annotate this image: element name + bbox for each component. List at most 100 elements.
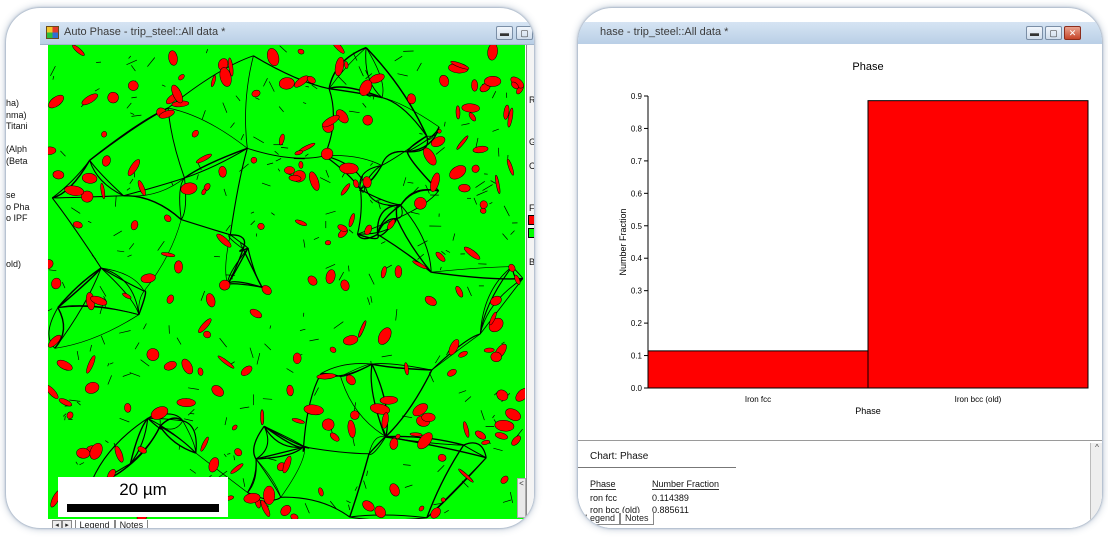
fcc-grain xyxy=(228,57,234,77)
grain-boundary xyxy=(352,52,358,61)
maximize-button[interactable]: ▢ xyxy=(516,26,533,40)
grain-boundary xyxy=(123,177,185,197)
fcc-grain xyxy=(128,80,139,91)
tab-notes[interactable]: Notes xyxy=(114,520,149,528)
fcc-grain xyxy=(178,74,185,81)
fcc-grain xyxy=(211,75,216,88)
grain-boundary xyxy=(492,414,495,419)
fcc-grain xyxy=(163,361,177,371)
fcc-grain xyxy=(395,434,401,439)
grain-boundary xyxy=(325,263,336,269)
grain-boundary xyxy=(396,218,432,273)
tree-item[interactable] xyxy=(6,179,40,191)
left-bottom-tabs: ◂ ▸ Legend Notes xyxy=(52,520,149,528)
tab-legend[interactable]: Legend xyxy=(74,520,115,528)
fcc-grain xyxy=(458,351,468,358)
grain-boundary xyxy=(143,323,147,330)
fcc-grain xyxy=(291,418,305,424)
grain-boundary xyxy=(404,484,413,488)
fcc-grain xyxy=(381,412,389,429)
grain-boundary xyxy=(304,503,310,514)
grain-boundary xyxy=(382,431,392,439)
chart-tab-legend[interactable]: Legend xyxy=(580,513,621,525)
grain-boundary xyxy=(417,240,428,247)
grain-boundary xyxy=(510,230,515,235)
fcc-grain xyxy=(261,285,272,295)
grain-boundary xyxy=(325,169,330,178)
grain-boundary xyxy=(349,110,360,114)
tree-item[interactable] xyxy=(6,236,40,248)
tab-prev-button[interactable]: ◂ xyxy=(52,520,62,528)
grain-boundary xyxy=(239,163,249,172)
grain-boundary xyxy=(381,354,392,358)
fcc-grain xyxy=(197,367,204,376)
grain-boundary xyxy=(338,76,347,85)
grain-boundary xyxy=(461,480,469,488)
y-tick-label: 0.0 xyxy=(631,384,643,393)
grain-boundary xyxy=(407,126,440,153)
grain-boundary xyxy=(280,496,351,518)
fcc-grain xyxy=(362,500,375,512)
tree-item[interactable]: (Beta xyxy=(6,155,28,166)
fcc-grain xyxy=(280,505,292,516)
tree-item[interactable]: o Pha xyxy=(6,201,30,212)
fcc-grain xyxy=(298,161,304,169)
grain-boundary xyxy=(313,236,320,240)
chart-maximize-button[interactable]: ▢ xyxy=(1045,26,1062,40)
fcc-grain xyxy=(292,352,302,364)
fcc-grain xyxy=(440,497,446,503)
grain-boundary xyxy=(280,147,289,149)
fcc-grain xyxy=(455,285,464,298)
fcc-grain xyxy=(89,443,103,460)
fcc-grain xyxy=(260,499,271,517)
chart-titlebar[interactable]: hase - trip_steel::All data * ▬ ▢ ✕ xyxy=(578,22,1102,45)
grain-boundary xyxy=(51,197,102,269)
tree-item[interactable] xyxy=(6,167,40,179)
grain-boundary xyxy=(370,296,373,303)
fcc-grain xyxy=(294,150,303,156)
grain-boundary xyxy=(100,267,145,292)
grain-boundary xyxy=(194,426,199,431)
grain-boundary xyxy=(113,230,122,237)
grain-boundary xyxy=(48,308,53,312)
tree-item[interactable]: o IPF xyxy=(6,213,28,223)
fcc-grain xyxy=(331,45,345,54)
tree-item[interactable] xyxy=(6,133,40,145)
grain-boundary xyxy=(371,363,432,371)
grain-boundary xyxy=(239,247,249,252)
fcc-grain xyxy=(353,179,359,188)
scroll-left-button[interactable]: < xyxy=(517,478,526,518)
grain-boundary xyxy=(100,335,106,345)
grain-boundary xyxy=(247,147,325,159)
fcc-grain xyxy=(412,403,428,417)
tree-item[interactable]: (Alph xyxy=(6,144,28,154)
tree-item[interactable] xyxy=(6,248,40,260)
grain-boundary xyxy=(129,178,134,184)
chart-minimize-button[interactable]: ▬ xyxy=(1026,26,1043,40)
grain-boundary xyxy=(304,446,370,455)
grain-boundary xyxy=(370,360,373,369)
tab-next-button[interactable]: ▸ xyxy=(62,520,72,528)
chart-tab-notes[interactable]: Notes xyxy=(620,513,654,525)
chart-close-button[interactable]: ✕ xyxy=(1064,26,1081,40)
fcc-grain xyxy=(101,131,107,138)
phase-map[interactable]: 20 µm xyxy=(48,45,525,519)
grain-boundary xyxy=(264,343,272,351)
fcc-grain xyxy=(205,293,216,308)
fcc-grain xyxy=(489,311,497,326)
tree-item[interactable]: Titani xyxy=(6,121,28,131)
grain-boundary xyxy=(52,160,91,199)
tree-item[interactable]: old) xyxy=(6,259,22,269)
tree-item[interactable]: nma) xyxy=(6,109,27,120)
grain-boundary xyxy=(275,158,282,162)
minimize-button[interactable]: ▬ xyxy=(496,26,513,40)
fcc-grain xyxy=(344,61,349,69)
grid-scrollbar[interactable]: ^ xyxy=(1090,443,1102,528)
fcc-grain xyxy=(471,164,480,173)
auto-phase-titlebar[interactable]: Auto Phase - trip_steel::All data * ▬ ▢ xyxy=(40,22,534,45)
grain-boundary xyxy=(277,168,281,172)
grain-boundary xyxy=(147,417,183,422)
tree-item[interactable]: ha) xyxy=(6,98,20,108)
tree-item[interactable]: se xyxy=(6,190,16,200)
tree-item[interactable] xyxy=(6,225,40,237)
